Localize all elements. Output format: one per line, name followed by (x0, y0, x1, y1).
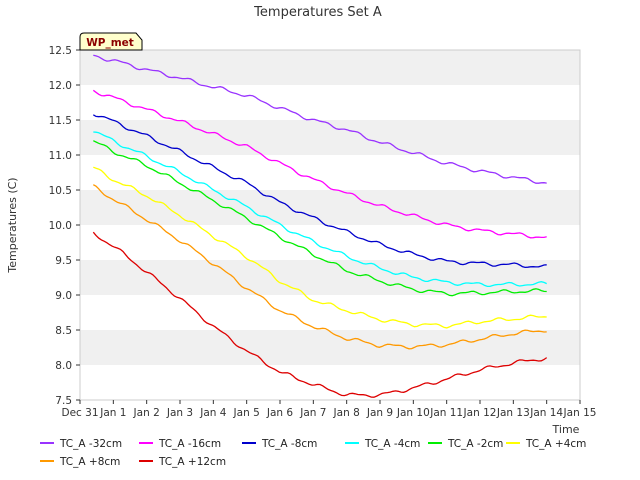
series-line (92, 114, 547, 269)
x-axis-ticks: Dec 31 Jan 1 Jan 2 Jan 3 Jan 4 Jan 5 Jan 6 Jan … (61, 400, 596, 419)
series-line (93, 140, 547, 297)
grid-band (80, 85, 580, 120)
grid-band (80, 190, 580, 225)
y-tick-label: 9.5 (55, 255, 72, 267)
x-tick-label: Jan 10 (396, 407, 430, 419)
legend-label: TC_A -32cm (59, 438, 122, 450)
grid-band (80, 225, 580, 260)
legend-label: TC_A -16cm (158, 438, 221, 450)
grid-band (80, 155, 580, 190)
grid-band (80, 365, 580, 400)
legend-label: TC_A +4cm (525, 438, 586, 450)
x-tick-label: Jan 1 (99, 407, 126, 419)
y-tick-label: 12.5 (49, 45, 72, 57)
x-tick-label: Dec 31 (61, 407, 98, 419)
station-badge: WP_met (79, 32, 143, 51)
y-tick-label: 8.0 (55, 360, 72, 372)
legend-label: TC_A -4cm (364, 438, 420, 450)
x-tick-label: Jan 4 (199, 407, 227, 419)
y-tick-label: 11.0 (49, 150, 72, 162)
x-tick-label: Jan 8 (333, 407, 360, 419)
x-axis-label: Time (552, 423, 580, 436)
y-tick-label: 12.0 (49, 80, 72, 92)
x-tick-label: Jan 6 (266, 407, 294, 419)
series-line (93, 54, 547, 184)
legend: TC_A -32cm TC_A -16cm TC_A -8cm TC_A -4cm TC… (40, 438, 586, 468)
x-tick-label: Jan 2 (133, 407, 160, 419)
y-axis-label: Temperatures (C) (6, 177, 19, 273)
legend-label: TC_A +8cm (59, 456, 120, 468)
y-tick-label: 10.5 (49, 185, 72, 197)
y-tick-label: 9.0 (55, 290, 72, 302)
grid-bands (79, 49, 581, 401)
x-tick-label: Jan 5 (233, 407, 260, 419)
series-line (93, 166, 547, 329)
x-tick-label: Jan 15 (563, 407, 597, 419)
station-badge-label: WP_met (86, 37, 134, 49)
y-tick-label: 10.0 (49, 220, 72, 232)
x-tick-label: Jan 3 (166, 407, 193, 419)
grid-band (80, 120, 580, 155)
grid-band (80, 330, 580, 365)
x-tick-label: Jan 13 (496, 407, 530, 419)
x-tick-label: Jan 11 (429, 407, 463, 419)
legend-label: TC_A -2cm (447, 438, 503, 450)
y-axis-ticks: 7.5 8.0 8.5 9.0 9.5 10.0 10.5 11.0 11.5 12.0 12.5 (49, 45, 80, 407)
y-tick-label: 8.5 (55, 325, 72, 337)
x-tick-label: Jan 9 (366, 407, 393, 419)
y-tick-label: 11.5 (49, 115, 72, 127)
series-line (93, 131, 547, 288)
series-lines (92, 54, 548, 398)
series-line (92, 231, 548, 398)
grid-band (80, 295, 580, 330)
y-tick-label: 7.5 (55, 395, 72, 407)
x-tick-label: Jan 14 (529, 407, 563, 419)
x-tick-label: Jan 7 (299, 407, 326, 419)
chart-title: Temperatures Set A (253, 5, 382, 20)
x-tick-label: Jan 12 (463, 407, 497, 419)
legend-label: TC_A +12cm (158, 456, 226, 468)
series-line (92, 184, 547, 350)
series-line (92, 89, 547, 239)
legend-label: TC_A -8cm (261, 438, 317, 450)
grid-band (80, 50, 580, 85)
